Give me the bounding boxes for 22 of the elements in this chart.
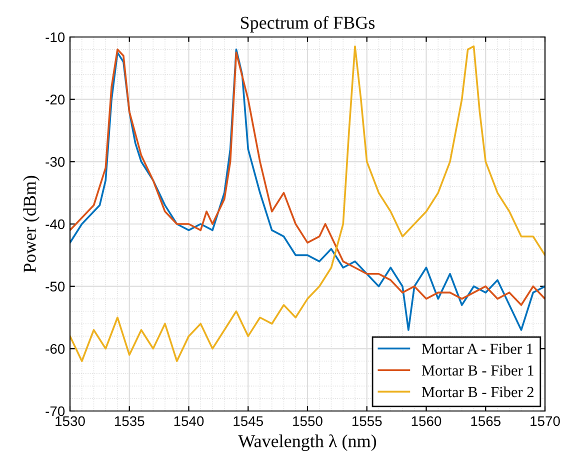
x-tick-label: 1550: [293, 416, 322, 426]
x-tick-label: 1530: [56, 416, 85, 426]
x-tick-label: 1545: [234, 416, 263, 426]
x-tick-label: 1560: [412, 416, 442, 426]
x-tick-label: 1555: [352, 416, 382, 426]
y-tick-label: -60: [46, 344, 65, 354]
x-tick-label: 1570: [530, 416, 560, 426]
chart-title: Spectrum of FBGs: [241, 16, 375, 33]
y-tick-label: -50: [46, 282, 65, 292]
x-tick-label: 1540: [174, 416, 204, 426]
y-tick-label: -70: [46, 406, 65, 416]
y-tick-label: -20: [46, 94, 65, 105]
legend-label: Mortar B - Fiber 1: [422, 364, 534, 376]
x-axis-title: Wavelength λ (nm): [238, 434, 376, 451]
y-tick-label: -40: [46, 219, 65, 230]
legend-label: Mortar B - Fiber 2: [422, 386, 534, 398]
legend-label: Mortar A - Fiber 1: [422, 343, 533, 354]
y-tick-label: -10: [46, 32, 65, 42]
y-axis-title: Power (dBm): [23, 176, 40, 272]
x-tick-label: 1535: [114, 416, 144, 426]
x-tick-label: 1565: [471, 416, 500, 426]
y-tick-label: -30: [46, 157, 65, 167]
